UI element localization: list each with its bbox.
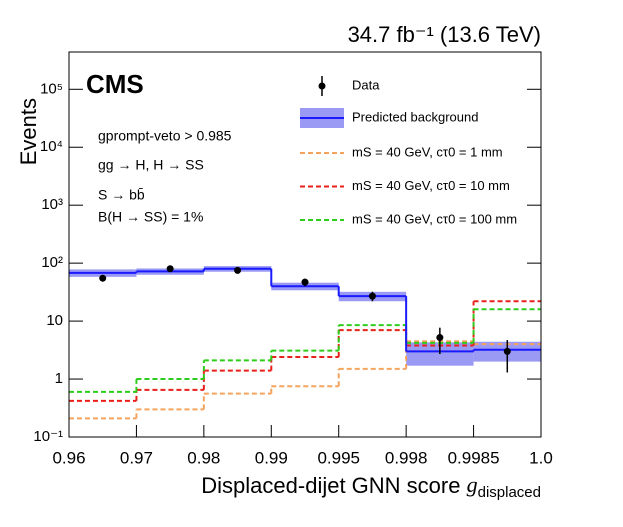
legend-data-marker bbox=[318, 82, 326, 90]
legend-label: Data bbox=[352, 77, 380, 92]
data-point bbox=[368, 292, 376, 300]
legend-label: mS = 40 GeV, cτ0 = 100 mm bbox=[352, 211, 517, 226]
y-axis-label: Events bbox=[16, 98, 41, 165]
data-point bbox=[166, 265, 174, 273]
x-label-symbol: g bbox=[467, 472, 478, 497]
chart-title: 34.7 fb⁻¹ (13.6 TeV) bbox=[348, 22, 541, 47]
annotation: B(H → SS) = 1% bbox=[98, 209, 203, 225]
y-tick-label: 10⁴ bbox=[40, 138, 63, 155]
x-tick-label: 0.99 bbox=[255, 448, 288, 467]
x-tick-label: 1.0 bbox=[529, 448, 553, 467]
y-tick-label: 10³ bbox=[41, 196, 63, 213]
data-point bbox=[503, 347, 511, 355]
data-point bbox=[436, 334, 444, 342]
x-tick-label: 0.97 bbox=[120, 448, 153, 467]
x-tick-label: 0.998 bbox=[385, 448, 428, 467]
annotation: gprompt-veto > 0.985 bbox=[98, 128, 232, 144]
experiment-label: CMS bbox=[86, 69, 144, 99]
y-tick-label: 10⁻¹ bbox=[33, 428, 63, 445]
x-tick-label: 0.9985 bbox=[448, 448, 500, 467]
plot-frame bbox=[68, 51, 542, 438]
y-tick-label: 10 bbox=[46, 312, 63, 329]
annotation: S → bb̄ bbox=[98, 187, 145, 203]
legend-label: mS = 40 GeV, cτ0 = 10 mm bbox=[352, 178, 510, 193]
x-tick-label: 0.98 bbox=[187, 448, 220, 467]
data-point bbox=[301, 278, 309, 286]
x-tick-label: 0.995 bbox=[317, 448, 360, 467]
x-label-subscript: displaced bbox=[478, 484, 541, 501]
y-tick-label: 10² bbox=[41, 254, 63, 271]
legend-label: mS = 40 GeV, cτ0 = 1 mm bbox=[352, 144, 503, 159]
x-axis-label: Displaced-dijet GNN score gdisplaced bbox=[201, 472, 541, 501]
x-tick-label: 0.96 bbox=[52, 448, 85, 467]
legend-label: Predicted background bbox=[352, 109, 478, 124]
y-tick-label: 10⁵ bbox=[40, 80, 63, 97]
y-tick-label: 1 bbox=[55, 370, 63, 387]
data-point bbox=[234, 266, 242, 274]
data-point bbox=[99, 274, 107, 282]
x-label-text: Displaced-dijet GNN score bbox=[201, 473, 460, 498]
annotation: gg → H, H → SS bbox=[98, 157, 204, 173]
